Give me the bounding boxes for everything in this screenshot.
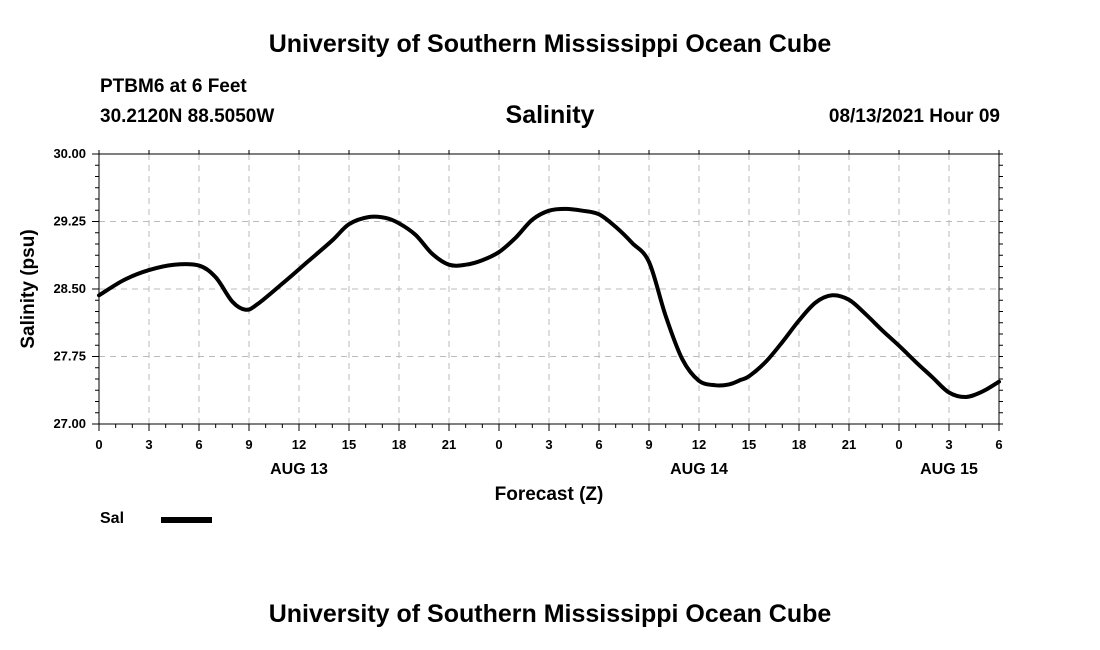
x-tick-label: 6 xyxy=(195,437,202,452)
x-tick-label: 12 xyxy=(692,437,706,452)
y-axis-title: Salinity (psu) xyxy=(18,229,39,348)
footer-title: University of Southern Mississippi Ocean… xyxy=(268,600,832,628)
station-name: PTBM6 at 6 Feet xyxy=(100,76,247,97)
x-tick-label: 18 xyxy=(792,437,806,452)
chart-labels: 30.00 29.25 28.50 27.75 27.00 0 3 6 9 12 15 18 21 0 3 6… xyxy=(53,146,1002,478)
x-tick-label: 21 xyxy=(842,437,856,452)
x-tick-label: 12 xyxy=(292,437,306,452)
y-tick-label: 30.00 xyxy=(53,146,86,161)
y-tick-label: 28.50 xyxy=(53,281,86,296)
x-tick-label: 18 xyxy=(392,437,406,452)
day-label: AUG 14 xyxy=(670,461,728,478)
station-coordinates: 30.2120N 88.5050W xyxy=(100,106,275,127)
day-label: AUG 13 xyxy=(270,461,328,478)
plot-frame xyxy=(98,153,1000,425)
y-tick-label: 27.75 xyxy=(53,349,86,364)
page-title: University of Southern Mississippi Ocean… xyxy=(268,30,832,58)
x-tick-label: 15 xyxy=(742,437,756,452)
legend-label: Sal xyxy=(100,510,125,527)
x-tick-label: 3 xyxy=(145,437,152,452)
x-tick-label: 9 xyxy=(645,437,652,452)
x-tick-label: 21 xyxy=(442,437,456,452)
x-tick-label: 6 xyxy=(995,437,1002,452)
chart-ticks xyxy=(92,150,1003,431)
x-tick-label: 0 xyxy=(495,437,502,452)
y-tick-label: 29.25 xyxy=(53,214,86,229)
x-tick-label: 0 xyxy=(95,437,102,452)
legend-swatch xyxy=(161,517,212,523)
day-label: AUG 15 xyxy=(920,461,978,478)
x-tick-label: 0 xyxy=(895,437,902,452)
x-tick-label: 15 xyxy=(342,437,356,452)
x-tick-label: 6 xyxy=(595,437,602,452)
salinity-series-line xyxy=(97,206,1001,400)
chart-title: Salinity xyxy=(505,101,595,129)
x-tick-label: 3 xyxy=(545,437,552,452)
x-axis-title: Forecast (Z) xyxy=(495,484,604,505)
y-tick-label: 27.00 xyxy=(53,416,86,431)
x-tick-label: 9 xyxy=(245,437,252,452)
forecast-datetime: 08/13/2021 Hour 09 xyxy=(828,106,1000,127)
x-tick-label: 3 xyxy=(945,437,952,452)
chart-grid xyxy=(99,154,999,424)
